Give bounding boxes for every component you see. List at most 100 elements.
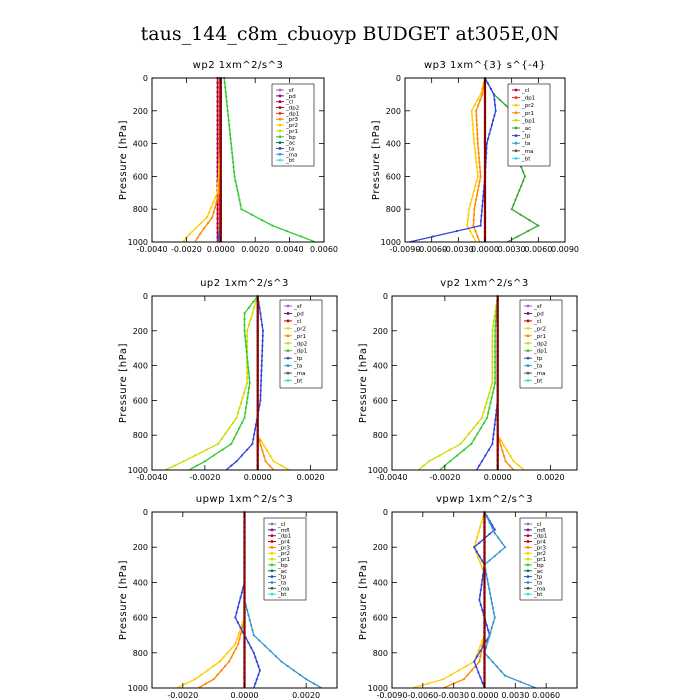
series-marker — [481, 681, 484, 684]
y-tick-label: 800 — [373, 431, 388, 440]
legend-label: _ma — [293, 371, 305, 377]
series-marker — [235, 416, 238, 419]
series-line-pr3 — [197, 512, 246, 689]
series-marker — [246, 329, 249, 332]
legend-label: _dp1 — [533, 349, 547, 355]
series-marker — [232, 165, 235, 169]
series-marker — [519, 213, 522, 216]
series-marker — [218, 86, 221, 89]
series-marker — [221, 448, 224, 451]
legend-label: _cl — [285, 100, 294, 106]
series-marker — [257, 673, 260, 676]
series-marker — [218, 81, 221, 84]
series-marker — [220, 437, 223, 440]
legend-marker — [514, 111, 518, 115]
series-marker — [254, 300, 258, 303]
series-marker — [498, 550, 501, 553]
legend-marker — [526, 341, 530, 345]
series-marker — [499, 670, 502, 673]
series-marker — [478, 464, 481, 467]
series-marker — [260, 369, 263, 372]
y-tick-label: 0 — [143, 74, 148, 83]
series-marker — [498, 98, 501, 101]
series-marker — [518, 189, 521, 192]
series-marker — [480, 559, 483, 562]
series-marker — [250, 646, 253, 649]
series-marker — [261, 354, 264, 357]
series-marker — [226, 109, 229, 112]
series-marker — [218, 95, 221, 98]
series-marker — [218, 105, 221, 108]
series-marker — [501, 449, 504, 452]
legend-label: _bt — [533, 592, 543, 598]
series-marker — [272, 460, 275, 463]
series-marker — [493, 532, 496, 535]
y-tick-label: 200 — [133, 107, 148, 116]
y-tick-label: 1000 — [128, 684, 148, 693]
legend-marker — [526, 551, 530, 555]
series-marker — [489, 631, 492, 634]
series-marker — [470, 442, 473, 445]
panel-2: wp3 1xm^{3} s^{-4} Pressure [hPa] 0 200 400 6… — [371, 60, 579, 254]
panel-title: vp2 1xm^2/s^3 — [440, 278, 528, 289]
x-tick-label: 0.0060 — [532, 691, 560, 700]
series-marker — [473, 546, 476, 549]
series-marker — [251, 629, 254, 632]
series-marker — [232, 437, 235, 440]
series-marker — [492, 119, 495, 122]
series-marker — [487, 448, 490, 451]
series-marker — [479, 98, 482, 101]
series-marker — [474, 156, 477, 159]
legend-marker — [270, 581, 274, 584]
series-marker — [216, 191, 219, 194]
series-marker — [478, 541, 481, 544]
series-line-pr1 — [497, 296, 515, 471]
series-marker — [475, 109, 478, 112]
series-marker — [239, 596, 242, 599]
legend-label: _ac — [285, 141, 295, 147]
series-marker — [480, 416, 483, 419]
series-marker — [244, 411, 247, 414]
series-marker — [481, 578, 484, 582]
series-marker — [217, 172, 220, 175]
series-marker — [523, 175, 527, 178]
series-marker — [216, 142, 219, 145]
legend-marker — [526, 534, 530, 538]
series-marker — [218, 91, 221, 94]
series-marker — [488, 521, 491, 524]
series-marker — [254, 423, 258, 426]
series-marker — [478, 161, 481, 164]
series-marker — [479, 175, 482, 178]
series-marker — [491, 606, 494, 610]
legend-label: _pr2 — [277, 551, 290, 557]
series-marker — [479, 649, 482, 653]
series-marker — [473, 208, 476, 211]
x-tick-label: -0.0060 — [416, 245, 447, 254]
series-marker — [479, 655, 482, 658]
x-tick-label: -0.0020 — [189, 473, 220, 482]
series-marker — [491, 660, 494, 664]
series-marker — [231, 156, 234, 159]
series-marker — [252, 300, 255, 303]
series-marker — [479, 93, 482, 96]
y-tick-label: 800 — [373, 649, 388, 658]
legend-label: _dp1 — [293, 349, 307, 355]
series-marker — [250, 213, 253, 216]
legend-marker — [526, 581, 530, 584]
y-tick-label: 800 — [133, 205, 148, 214]
series-marker — [224, 86, 227, 89]
series-marker — [494, 371, 497, 374]
series-marker — [240, 421, 243, 425]
series-marker — [466, 224, 469, 227]
series-marker — [494, 366, 497, 369]
y-tick-label: 600 — [133, 614, 148, 623]
legend-marker — [278, 147, 282, 150]
series-marker — [206, 669, 209, 672]
legend: _cl_mfl_dp1_pr4_pr3_pr2_pr1_bp_ac_tp_ta_… — [263, 517, 307, 601]
series-marker — [486, 416, 489, 419]
series-marker — [438, 454, 441, 457]
series-marker — [250, 624, 253, 627]
series-marker — [245, 401, 248, 404]
series-marker — [261, 339, 264, 342]
series-marker — [224, 664, 227, 668]
